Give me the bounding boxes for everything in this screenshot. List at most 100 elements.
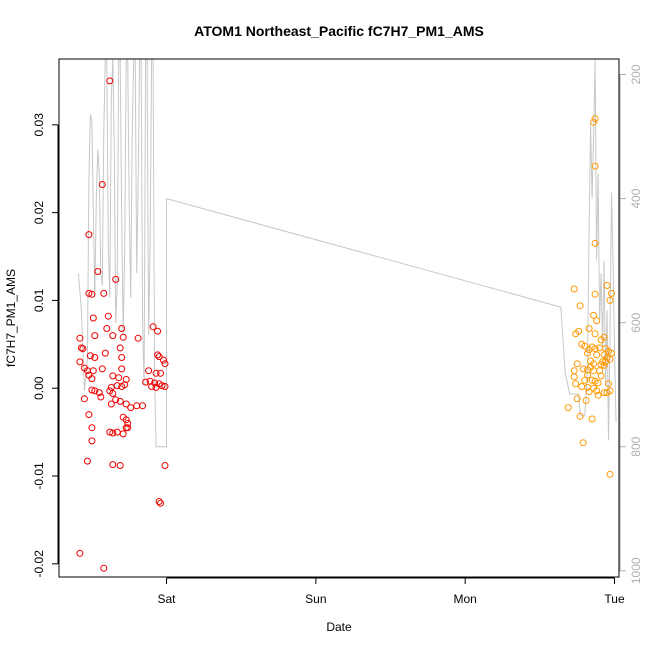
data-point-series-2 [584,349,592,357]
axes-group: Sat Sun Mon Tue -0.02 -0.01 0.00 0.01 0.02 0.03 20… [32,64,643,606]
data-point-series-1 [154,327,162,335]
data-point-series-1 [112,396,120,404]
data-point-series-1 [154,351,162,359]
data-point-series-1 [157,499,164,507]
data-point-series-1 [161,360,169,368]
data-point-series-1 [97,393,105,401]
data-point-series-1 [109,332,117,340]
data-point-series-1 [142,378,150,386]
data-point-series-2 [585,325,593,332]
data-point-series-2 [570,367,578,375]
data-point-series-1 [109,372,117,380]
data-point-series-2 [584,371,592,379]
line-series-group [77,59,617,448]
data-point-series-1 [91,354,99,361]
data-point-series-1 [118,365,126,373]
data-point-series-1 [104,312,112,320]
data-point-series-2 [576,412,584,420]
data-point-series-1 [133,402,141,410]
data-point-series-1 [89,314,97,322]
data-point-series-1 [149,323,157,331]
x-tick-label: Sun [305,592,326,606]
data-point-series-1 [103,325,111,332]
data-point-series-1 [118,383,126,390]
data-point-series-1 [158,382,166,390]
data-point-series-1 [91,387,99,395]
y-tick-label: -0.02 [32,550,46,578]
y2-tick-label: 1000 [629,557,643,584]
data-point-series-1 [106,77,114,85]
data-point-series-1 [98,181,106,188]
data-point-series-1 [95,389,103,397]
data-point-series-1 [118,354,126,361]
data-point-series-1 [80,395,88,403]
data-point-series-2 [597,372,605,380]
data-point-series-1 [76,358,84,366]
data-point-series-2 [579,365,587,373]
data-point-series-2 [585,388,593,396]
data-point-series-2 [572,330,580,338]
data-point-series-1 [88,386,96,394]
x-tick-label: Tue [604,592,625,606]
data-point-series-1 [115,374,123,382]
data-point-series-2 [570,285,578,293]
data-point-series-1 [107,383,115,391]
y-tick-label: 0.03 [32,113,46,137]
y2-tick-label: 600 [629,312,643,332]
data-point-series-1 [124,419,132,427]
data-point-series-2 [573,395,581,403]
data-point-series-1 [100,289,108,297]
x-tick-label: Mon [454,592,477,606]
data-point-series-2 [608,349,615,357]
data-point-series-2 [591,115,599,123]
data-point-series-1 [155,498,163,505]
data-point-series-1 [148,383,156,390]
y2-tick-label: 400 [629,188,643,208]
data-point-series-2 [594,391,602,399]
data-point-series-1 [134,334,142,342]
x-axis-label: Date [326,620,352,634]
data-point-series-2 [578,383,586,390]
y-tick-label: 0.00 [32,376,46,400]
y-tick-label: 0.01 [32,288,46,312]
data-point-series-2 [593,317,601,325]
data-point-series-1 [88,290,96,298]
data-point-series-1 [109,429,117,437]
data-point-series-1 [112,275,120,283]
data-point-series-1 [91,332,99,340]
pressure-line [77,59,617,448]
data-point-series-2 [590,118,598,126]
data-point-series-1 [157,369,164,377]
data-point-series-2 [573,360,581,368]
data-point-series-2 [570,373,578,381]
data-point-series-2 [593,351,601,359]
data-point-series-1 [85,411,93,419]
data-point-series-2 [591,290,599,298]
data-point-series-1 [160,356,167,364]
data-point-series-2 [582,397,590,404]
data-point-series-1 [94,268,102,275]
data-point-series-2 [572,380,580,388]
data-point-series-1 [152,369,160,377]
data-point-series-1 [107,400,115,408]
data-point-series-2 [581,376,589,384]
data-point-series-2 [588,415,596,423]
data-point-series-1 [161,462,169,469]
data-point-series-2 [564,404,572,412]
data-point-series-2 [591,345,599,353]
data-point-series-2 [600,361,608,369]
chart-title: ATOM1 Northeast_Pacific fC7H7_PM1_AMS [194,23,484,39]
plot-frame [58,58,620,578]
data-point-series-2 [606,387,614,395]
data-point-series-1 [100,564,108,572]
y-tick-label: 0.02 [32,201,46,225]
data-point-series-2 [593,387,601,395]
data-point-series-2 [581,342,589,350]
data-point-series-1 [127,404,135,412]
data-point-series-1 [85,289,93,297]
data-point-series-2 [591,330,599,338]
data-point-series-1 [83,367,91,375]
data-point-series-1 [161,383,169,390]
data-point-series-1 [116,462,124,469]
